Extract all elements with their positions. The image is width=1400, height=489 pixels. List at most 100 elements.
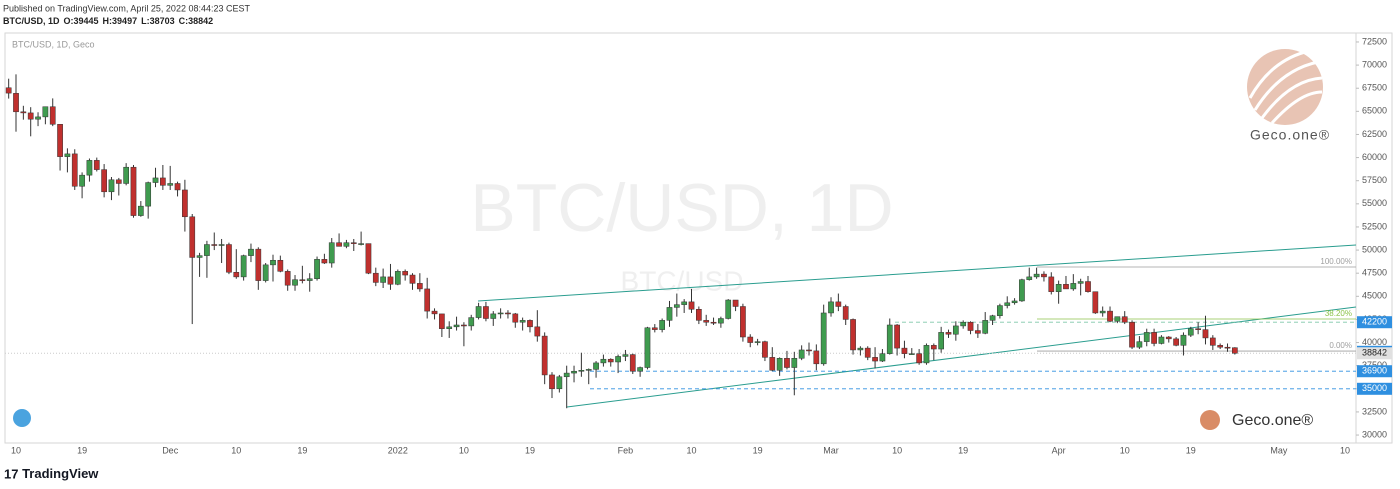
- candle-body: [277, 259, 284, 272]
- x-tick-label: 10: [11, 445, 21, 455]
- last-price-box: [1357, 347, 1392, 360]
- candle-body: [160, 177, 166, 186]
- candle-body: [145, 182, 152, 207]
- candle-body: [754, 341, 761, 343]
- trendline-lower: [566, 306, 1357, 408]
- candle-body: [1099, 310, 1106, 314]
- candle-body: [1092, 291, 1099, 314]
- candle-body: [512, 313, 519, 323]
- y-tick-label: 67500: [1362, 83, 1387, 93]
- candle-body: [130, 166, 137, 216]
- candle-body: [806, 349, 812, 352]
- footer-logo-circle: [1200, 410, 1220, 430]
- candle-body: [1165, 336, 1172, 340]
- level-label: 36900: [1362, 366, 1387, 376]
- candle-body: [1180, 334, 1187, 346]
- candle-body: [1129, 321, 1135, 348]
- candle-body: [1041, 273, 1047, 278]
- candle-body: [505, 312, 511, 315]
- candle-body: [137, 205, 144, 216]
- candle-body: [784, 358, 790, 368]
- candle-body: [57, 124, 63, 157]
- fib-label: 100.00%: [1320, 257, 1352, 266]
- candle-body: [982, 320, 989, 334]
- candle-body: [218, 244, 225, 246]
- ohlc-value: 38703: [150, 16, 175, 26]
- candle-body: [394, 271, 401, 285]
- x-tick-label: 19: [525, 445, 535, 455]
- candle-body: [314, 259, 320, 279]
- ohlc-value: 38842: [188, 16, 213, 26]
- candle-body: [901, 347, 908, 354]
- candle-body: [952, 325, 959, 335]
- x-tick-label: 2022: [388, 445, 408, 455]
- ohlc-label: C:: [179, 16, 189, 26]
- candle-body: [593, 362, 599, 370]
- x-tick-label: 19: [958, 445, 968, 455]
- candle-body: [725, 299, 732, 319]
- footer-logo-text: Geco.one®: [1232, 412, 1313, 429]
- candle-body: [1224, 346, 1231, 349]
- candle-body: [233, 272, 240, 278]
- candle-body: [240, 255, 247, 278]
- candle-body: [1114, 316, 1121, 322]
- candle-body: [439, 313, 445, 329]
- candle-body: [527, 320, 533, 328]
- watermark: BTC/USD, 1D: [470, 170, 893, 246]
- x-tick-label: 10: [687, 445, 697, 455]
- logo-text: Geco.one®: [1250, 127, 1330, 143]
- candle-body: [1004, 302, 1011, 306]
- candle-body: [64, 153, 71, 157]
- candle-body: [864, 347, 871, 358]
- y-tick-label: 40000: [1362, 337, 1387, 347]
- candle-body: [380, 276, 386, 283]
- ohlc-label: L:: [141, 16, 150, 26]
- candle-body: [13, 93, 19, 113]
- candle-body: [703, 320, 710, 323]
- logo-circle: [1247, 49, 1323, 125]
- y-tick-label: 37500: [1362, 360, 1387, 370]
- candle-body: [747, 336, 754, 343]
- x-tick-label: Dec: [162, 445, 179, 455]
- candle-body: [519, 320, 526, 323]
- candle-body: [123, 166, 129, 184]
- candle-body: [431, 310, 438, 315]
- y-tick-label: 60000: [1362, 152, 1387, 162]
- candle-body: [226, 244, 232, 273]
- candle-body: [306, 278, 313, 281]
- candle-body: [1202, 329, 1209, 339]
- footer-brand: 17 TradingView: [4, 466, 99, 481]
- ohlc-value: 39497: [112, 16, 137, 26]
- candle-body: [446, 326, 453, 329]
- y-tick-label: 72500: [1362, 36, 1387, 46]
- candle-body: [975, 330, 981, 334]
- candle-body: [556, 376, 563, 390]
- last-price-label: 38842: [1362, 348, 1387, 358]
- watermark-small: BTC/USD: [621, 265, 744, 296]
- y-tick-label: 70000: [1362, 59, 1387, 69]
- symbol-line: BTC/USD, 1D O:39445 H:39497 L:38703 C:38842: [3, 16, 213, 26]
- candle-body: [997, 305, 1003, 316]
- candle-body: [292, 279, 298, 286]
- candle-body: [857, 347, 864, 351]
- fib-label: 38.20%: [1325, 309, 1352, 318]
- candle-body: [1143, 332, 1150, 342]
- candle-body: [1136, 341, 1143, 348]
- candle-body: [578, 370, 585, 372]
- candle-body: [835, 301, 842, 307]
- x-tick-label: 19: [1186, 445, 1196, 455]
- candle-body: [571, 370, 577, 374]
- fib-label: 0.00%: [1329, 341, 1352, 350]
- candle-body: [49, 106, 56, 125]
- candle-body: [416, 283, 423, 290]
- candle-body: [248, 248, 254, 256]
- candle-body: [710, 321, 717, 324]
- candle-body: [108, 179, 115, 193]
- candle-body: [350, 242, 357, 244]
- candle-body: [284, 271, 291, 286]
- candle-body: [372, 272, 379, 283]
- candle-body: [299, 279, 306, 281]
- candle-body: [681, 301, 688, 305]
- candle-body: [637, 367, 643, 372]
